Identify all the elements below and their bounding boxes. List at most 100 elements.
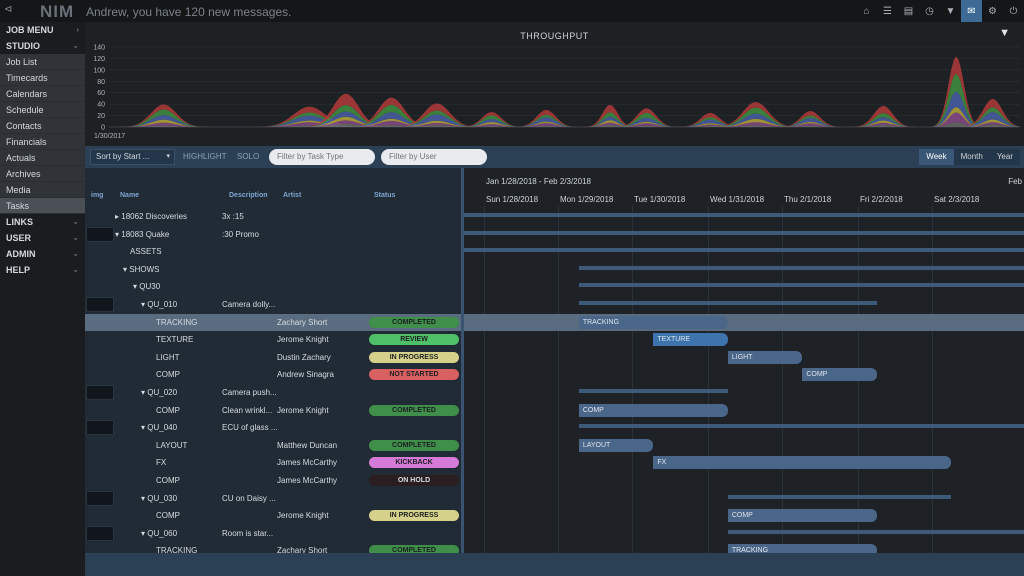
sidebar-item-timecards[interactable]: Timecards: [0, 70, 85, 86]
status-badge[interactable]: COMPLETED: [369, 439, 459, 451]
sidebar-section-label: HELP: [6, 265, 31, 275]
row-artist: Dustin Zachary: [277, 352, 331, 362]
gear-icon[interactable]: ⚙: [988, 5, 997, 17]
sidebar-section-job-menu[interactable]: JOB MENU ›: [0, 22, 85, 38]
sidebar-item-financials[interactable]: Financials: [0, 134, 85, 150]
mail-icon[interactable]: ✉: [961, 0, 982, 22]
gantt-summary-bar[interactable]: [578, 424, 1024, 429]
chevron-icon: ⌄: [72, 217, 79, 226]
chevron-down-icon: ▾: [166, 153, 170, 160]
sidebar-item-archives[interactable]: Archives: [0, 166, 85, 182]
task-row[interactable]: LAYOUT Matthew Duncan COMPLETED: [85, 437, 461, 454]
gantt-summary-bar[interactable]: [727, 494, 952, 499]
column-artist[interactable]: Artist: [283, 192, 302, 199]
task-row[interactable]: TRACKING Zachary Short COMPLETED: [85, 313, 461, 331]
task-row[interactable]: LIGHT Dustin Zachary IN PROGRESS: [85, 349, 461, 366]
task-row[interactable]: COMP Clean wrinkl... Jerome Knight COMPLETE…: [85, 402, 461, 419]
list-icon[interactable]: ☰: [883, 5, 892, 17]
home-icon[interactable]: ⌂: [863, 5, 870, 17]
gantt-task-bar[interactable]: TEXTURE: [653, 333, 728, 347]
sidebar-section-admin[interactable]: ADMIN ⌄: [0, 246, 85, 262]
sidebar-section-user[interactable]: USER ⌄: [0, 230, 85, 246]
sidebar-section-links[interactable]: LINKS ⌄: [0, 214, 85, 230]
status-badge[interactable]: REVIEW: [369, 334, 459, 346]
status-badge[interactable]: KICKBACK: [369, 457, 459, 469]
sidebar-item-schedule[interactable]: Schedule: [0, 102, 85, 118]
gantt-summary-bar[interactable]: [578, 389, 728, 393]
clock-icon[interactable]: ◷: [925, 5, 934, 17]
status-badge[interactable]: COMPLETED: [369, 316, 459, 328]
gantt-task-bar[interactable]: COMP: [802, 368, 877, 382]
gantt-task-bar[interactable]: LIGHT: [727, 350, 803, 364]
gantt-summary-bar[interactable]: [464, 248, 1024, 253]
group-row[interactable]: ▾ QU_030 CU on Daisy ...: [85, 490, 461, 507]
group-row[interactable]: ▾ QU_010 Camera dolly...: [85, 296, 461, 313]
filter-task-type-input[interactable]: [269, 149, 375, 165]
task-row[interactable]: COMP Andrew Sinagra NOT STARTED: [85, 366, 461, 383]
sidebar-item-tasks[interactable]: Tasks: [0, 198, 85, 214]
sidebar-section-help[interactable]: HELP ⌄: [0, 262, 85, 278]
highlight-button[interactable]: HIGHLIGHT: [183, 152, 227, 161]
sidebar-section-studio[interactable]: STUDIO ⌄: [0, 38, 85, 54]
gantt-task-bar[interactable]: COMP: [727, 509, 877, 523]
group-row[interactable]: ▾ SHOWS: [85, 261, 461, 278]
sidebar-item-actuals[interactable]: Actuals: [0, 150, 85, 166]
sort-select[interactable]: Sort by Start ... ▾: [90, 149, 175, 165]
task-row[interactable]: TRACKING Zachary Short COMPLETED: [85, 542, 461, 559]
group-row[interactable]: ▾ QU_060 Room is star...: [85, 525, 461, 542]
row-description: :30 Promo: [222, 229, 259, 239]
bookmark-icon[interactable]: ▼: [945, 5, 956, 17]
status-badge[interactable]: COMPLETED: [369, 545, 459, 557]
throughput-area: [109, 120, 1020, 127]
sidebar-item-contacts[interactable]: Contacts: [0, 118, 85, 134]
status-badge[interactable]: COMPLETED: [369, 404, 459, 416]
row-name: LAYOUT: [156, 440, 188, 450]
column-description[interactable]: Description: [229, 192, 268, 199]
solo-button[interactable]: SOLO: [237, 152, 260, 161]
power-icon[interactable]: ⏻: [1009, 5, 1018, 17]
gantt-summary-bar[interactable]: [578, 301, 877, 305]
tab-week[interactable]: Week: [919, 149, 954, 165]
group-row[interactable]: ▸ 18062 Discoveries 3x :15: [85, 208, 461, 225]
grid-splitter[interactable]: [461, 168, 464, 576]
gantt-summary-bar[interactable]: [578, 265, 1024, 270]
gantt-task-bar[interactable]: FX: [653, 456, 952, 470]
filter-icon[interactable]: ▼: [999, 27, 1010, 39]
filter-user-input[interactable]: [381, 149, 487, 165]
gantt-task-bar[interactable]: COMP: [578, 403, 728, 417]
task-row[interactable]: COMP James McCarthy ON HOLD: [85, 472, 461, 489]
task-row[interactable]: TEXTURE Jerome Knight REVIEW: [85, 331, 461, 348]
column-img[interactable]: img: [91, 192, 104, 199]
sidebar-item-calendars[interactable]: Calendars: [0, 86, 85, 102]
tab-year[interactable]: Year: [989, 149, 1020, 165]
day-header: Fri 2/2/2018: [860, 195, 903, 204]
status-badge[interactable]: IN PROGRESS: [369, 510, 459, 522]
gantt-summary-bar[interactable]: [464, 213, 1024, 217]
status-badge[interactable]: ON HOLD: [369, 475, 459, 486]
row-name: COMP: [156, 476, 180, 485]
gantt-task-bar[interactable]: TRACKING: [578, 315, 728, 329]
group-row[interactable]: ▾ QU_020 Camera push...: [85, 384, 461, 401]
sidebar-item-media[interactable]: Media: [0, 182, 85, 198]
task-row[interactable]: FX James McCarthy KICKBACK: [85, 454, 461, 471]
group-row[interactable]: ▾ 18083 Quake:30 Promo: [85, 226, 461, 243]
status-badge[interactable]: NOT STARTED: [369, 369, 459, 381]
gantt-summary-bar[interactable]: [464, 230, 1024, 235]
group-row[interactable]: ASSETS: [85, 243, 461, 260]
gantt-task-bar[interactable]: LAYOUT: [578, 438, 654, 452]
status-badge[interactable]: IN PROGRESS: [369, 351, 459, 363]
gantt-summary-bar[interactable]: [727, 529, 1024, 534]
sidebar-item-job-list[interactable]: Job List: [0, 54, 85, 70]
group-row[interactable]: ▾ QU30: [85, 278, 461, 295]
tab-month[interactable]: Month: [953, 149, 990, 165]
day-divider: [484, 206, 485, 576]
throughput-area: [109, 123, 1020, 127]
task-row[interactable]: COMP Jerome Knight IN PROGRESS: [85, 507, 461, 524]
notes-icon[interactable]: ▤: [903, 5, 914, 17]
group-row[interactable]: ▾ QU_040 ECU of glass ...: [85, 419, 461, 436]
gantt-summary-bar[interactable]: [578, 283, 1024, 288]
collapse-sidebar-icon[interactable]: ⊲: [4, 4, 13, 15]
sidebar-section-label: STUDIO: [6, 41, 41, 51]
column-status[interactable]: Status: [374, 192, 396, 199]
column-name[interactable]: Name: [120, 192, 140, 199]
